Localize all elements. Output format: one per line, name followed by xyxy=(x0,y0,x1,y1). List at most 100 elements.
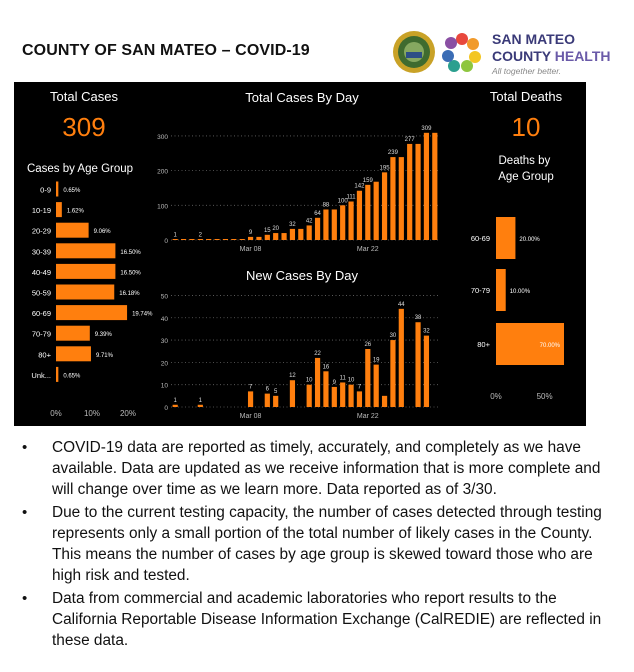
age-value-label: 16.18% xyxy=(119,291,140,297)
deaths-bar xyxy=(496,323,564,365)
age-x-tick-label: 20% xyxy=(120,409,136,418)
total-bar xyxy=(231,239,237,240)
county-seal-icon xyxy=(393,31,435,73)
deaths-value-label: 70.00% xyxy=(540,343,561,349)
age-value-label: 19.74% xyxy=(132,312,153,318)
total-value-label: 32 xyxy=(289,222,296,228)
age-category-label: 10-19 xyxy=(32,206,51,215)
total-value-label: 100 xyxy=(338,198,349,204)
total-value-label: 277 xyxy=(405,137,416,143)
new-bar xyxy=(423,335,430,407)
total-bar xyxy=(323,209,329,240)
age-bar xyxy=(56,222,89,238)
new-value-label: 7 xyxy=(249,384,253,390)
age-value-label: 16.50% xyxy=(120,270,141,276)
total-y-tick-label: 100 xyxy=(157,203,168,210)
deaths-bar xyxy=(496,269,506,311)
total-value-label: 142 xyxy=(354,184,365,190)
age-category-label: Unk... xyxy=(31,371,51,380)
new-bar xyxy=(264,393,270,407)
age-category-label: 20-29 xyxy=(32,227,51,236)
new-bar xyxy=(331,386,337,407)
deaths-value-label: 10.00% xyxy=(510,289,531,295)
total-deaths-label: Total Deaths xyxy=(490,89,563,104)
brand-line-1: SAN MATEO xyxy=(492,31,575,47)
age-bar xyxy=(56,202,62,218)
total-bar xyxy=(197,239,203,240)
health-logo-icon xyxy=(442,33,481,72)
new-value-label: 1 xyxy=(199,398,203,404)
age-value-label: 1.62% xyxy=(67,209,85,215)
new-bar xyxy=(197,404,203,407)
total-bar xyxy=(189,239,195,240)
new-bar xyxy=(373,364,379,407)
age-category-label: 30-39 xyxy=(32,247,51,256)
age-category-label: 40-49 xyxy=(32,268,51,277)
total-value-label: 1 xyxy=(174,233,178,239)
total-bar xyxy=(239,239,245,240)
age-bar xyxy=(56,181,59,197)
total-value-label: 15 xyxy=(264,228,271,234)
total-bar xyxy=(289,228,296,240)
new-value-label: 12 xyxy=(289,373,296,379)
age-category-label: 80+ xyxy=(38,350,51,359)
age-x-tick-label: 10% xyxy=(84,409,100,418)
total-bar xyxy=(180,239,187,240)
total-bar xyxy=(206,239,212,240)
bullet-icon: • xyxy=(22,590,28,607)
new-bar xyxy=(323,371,329,407)
new-bar xyxy=(381,395,388,407)
age-bar xyxy=(56,325,90,341)
dashboard-panel: Total Cases 309 Total Deaths 10 Cases by… xyxy=(14,82,586,426)
note-item: • COVID-19 data are reported as timely, a… xyxy=(22,437,617,500)
total-bar xyxy=(306,225,312,240)
new-value-label: 38 xyxy=(415,315,422,321)
new-y-tick-label: 10 xyxy=(161,383,169,390)
total-bar xyxy=(348,201,354,240)
new-bar xyxy=(390,340,396,407)
new-value-label: 30 xyxy=(390,333,397,339)
total-bar xyxy=(398,157,404,240)
new-value-label: 26 xyxy=(364,342,371,348)
brand-county: COUNTY xyxy=(492,48,555,64)
new-by-day-title: New Cases By Day xyxy=(246,268,358,283)
age-bar xyxy=(56,366,59,382)
total-y-tick-label: 200 xyxy=(157,169,168,176)
total-deaths-value: 10 xyxy=(512,112,541,142)
deaths-category-label: 60-69 xyxy=(471,234,490,243)
new-value-label: 16 xyxy=(323,364,330,370)
age-category-label: 50-59 xyxy=(32,289,51,298)
deaths-bar-chart: 60-69 20.00% 70-79 10.00% 80+ 70.00% 0% 50% xyxy=(471,217,564,401)
notes-list: • COVID-19 data are reported as timely, a… xyxy=(22,437,617,653)
new-bar xyxy=(314,357,321,407)
total-by-day-title: Total Cases By Day xyxy=(245,90,359,105)
age-x-tick-label: 0% xyxy=(50,409,62,418)
deaths-bar xyxy=(496,217,516,259)
deaths-x-tick-label: 50% xyxy=(537,392,553,401)
new-value-label: 7 xyxy=(358,384,362,390)
new-y-tick-label: 40 xyxy=(161,316,169,323)
total-bar xyxy=(172,239,178,240)
new-value-label: 5 xyxy=(274,389,278,395)
total-value-label: 64 xyxy=(314,211,321,217)
new-value-label: 19 xyxy=(373,358,380,364)
new-bar xyxy=(247,391,254,407)
total-bar xyxy=(331,209,337,240)
brand-line-2: COUNTY HEALTH xyxy=(492,48,610,64)
total-value-label: 309 xyxy=(421,126,432,132)
total-cases-value: 309 xyxy=(62,112,105,142)
new-value-label: 22 xyxy=(314,351,321,357)
new-bar xyxy=(348,384,354,407)
total-value-label: 9 xyxy=(249,230,253,236)
total-bar xyxy=(415,143,421,240)
total-value-label: 42 xyxy=(306,218,313,224)
new-value-label: 1 xyxy=(174,398,178,404)
total-bar xyxy=(423,132,430,240)
total-value-label: 20 xyxy=(272,226,279,232)
note-item: • Data from commercial and academic labor… xyxy=(22,588,617,651)
new-value-label: 44 xyxy=(398,302,405,308)
new-x-tick-label: Mar 22 xyxy=(357,413,379,420)
dashboard-charts: Total Cases 309 Total Deaths 10 Cases by… xyxy=(27,89,564,420)
total-value-label: 111 xyxy=(347,194,357,200)
